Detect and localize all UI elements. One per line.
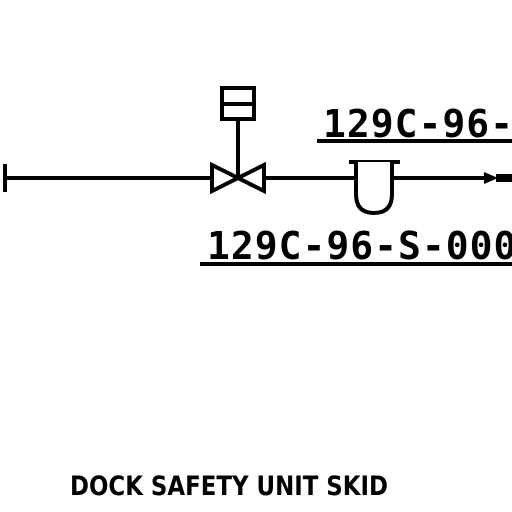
lower-line-tag: 129C-96-S-000 (207, 224, 512, 268)
upper-line-tag: 129C-96- (323, 102, 512, 146)
arrow-right-icon (484, 172, 512, 184)
strainer-icon (349, 160, 400, 216)
actuator-box-icon (220, 86, 256, 121)
gate-valve-icon (210, 161, 266, 195)
skid-caption: DOCK SAFETY UNIT SKID (70, 471, 388, 502)
